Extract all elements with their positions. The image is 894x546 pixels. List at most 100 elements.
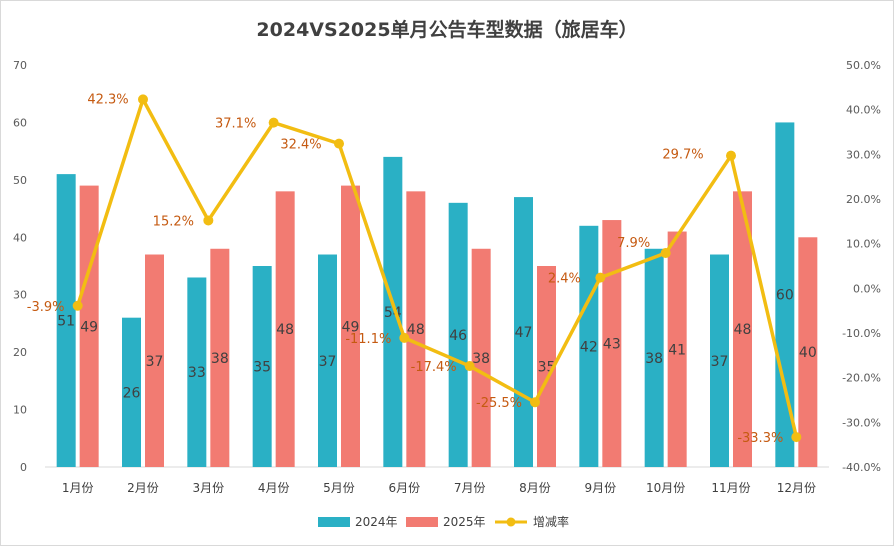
bar-2024-value-label: 33: [188, 365, 206, 381]
x-tick-label: 7月份: [454, 481, 486, 495]
x-tick-label: 3月份: [193, 481, 225, 495]
right-tick-label: -30.0%: [842, 416, 881, 429]
legend-swatch-2024: [318, 517, 350, 527]
bar-2025-value-label: 41: [668, 342, 686, 358]
bar-2025-value-label: 38: [211, 351, 229, 367]
rate-value-label: -17.4%: [411, 360, 457, 375]
bar-2024: [252, 266, 272, 467]
bar-2025-value-label: 40: [799, 345, 817, 361]
bar-2025-value-label: 38: [472, 351, 490, 367]
x-tick-label: 6月份: [389, 481, 421, 495]
left-tick-label: 60: [13, 116, 27, 129]
x-axis: 1月份 2月份 3月份 4月份 5月份 6月份 7月份 8月份 9月份 10月份 11月份 12月份: [45, 466, 829, 495]
rate-value-label: -3.9%: [27, 300, 65, 315]
right-tick-label: 50.0%: [846, 59, 881, 72]
bar-2024: [775, 122, 795, 467]
rate-value-label: 42.3%: [87, 92, 128, 107]
bar-2025-value-label: 37: [146, 354, 164, 370]
bar-2025: [210, 248, 230, 467]
x-tick-label: 12月份: [777, 481, 816, 495]
rate-point: [660, 248, 671, 259]
rate-value-label: -11.1%: [345, 332, 391, 347]
right-tick-label: 30.0%: [846, 148, 881, 161]
bar-2025-value-label: 43: [603, 337, 621, 353]
legend-label-rate: 增减率: [533, 514, 569, 529]
bar-2024-value-label: 37: [711, 354, 729, 370]
rate-value-label: 32.4%: [280, 138, 321, 153]
right-axis: -40.0% -30.0% -20.0% -10.0% 0.0% 10.0% 20.0% 30…: [842, 59, 881, 474]
rate-point: [334, 138, 344, 149]
rate-value-label: -33.3%: [737, 431, 783, 446]
bar-2024-value-label: 38: [645, 351, 663, 367]
bar-2024-value-label: 60: [776, 288, 794, 304]
left-tick-label: 10: [13, 404, 27, 417]
rate-line-layer: [72, 94, 802, 443]
rate-value-label: 15.2%: [153, 214, 194, 229]
bar-2024-value-label: 42: [580, 339, 598, 355]
rate-value-label: 7.9%: [617, 236, 650, 251]
bar-2024: [56, 174, 76, 467]
left-tick-label: 50: [13, 174, 27, 187]
bar-2024: [383, 156, 403, 467]
rate-point: [464, 361, 475, 372]
bar-2024: [187, 277, 207, 467]
rate-value-label: 29.7%: [662, 148, 703, 163]
bar-2024-value-label: 46: [449, 328, 467, 344]
bar-2025: [602, 220, 622, 467]
bar-2024: [579, 225, 599, 467]
legend-label-2024: 2024年: [355, 515, 398, 529]
x-tick-label: 10月份: [646, 481, 685, 495]
bar-2024-value-label: 51: [57, 314, 75, 330]
right-tick-label: -40.0%: [842, 461, 881, 474]
bar-2025: [145, 254, 164, 467]
x-tick-label: 4月份: [258, 481, 290, 495]
legend-swatch-rate-marker: [506, 517, 516, 527]
rate-point: [203, 215, 214, 226]
bars-layer: [56, 122, 818, 468]
bar-2025-value-label: 49: [342, 319, 360, 335]
x-tick-label: 9月份: [585, 481, 617, 495]
bar-2025: [275, 191, 295, 468]
right-tick-label: 40.0%: [846, 104, 881, 117]
rate-point: [399, 332, 410, 343]
left-axis: 0 10 20 30 40 50 60 70: [13, 59, 27, 474]
rate-value-label: 2.4%: [548, 272, 581, 287]
bar-2025-value-label: 48: [407, 322, 425, 338]
legend-swatch-2025: [406, 517, 438, 527]
legend-label-2025: 2025年: [443, 515, 486, 529]
left-tick-label: 0: [20, 461, 27, 474]
x-tick-label: 8月份: [519, 481, 551, 495]
rate-value-label: 37.1%: [215, 117, 256, 132]
rate-point: [726, 150, 736, 161]
left-tick-label: 20: [13, 346, 27, 359]
chart-title: 2024VS2025单月公告车型数据（旅居车）: [256, 18, 637, 41]
right-tick-label: 20.0%: [846, 193, 881, 206]
rate-value-label: -25.5%: [476, 396, 522, 411]
bar-2024-value-label: 47: [515, 325, 533, 341]
rate-point: [72, 300, 83, 311]
bar-2025: [341, 185, 360, 467]
bar-2024-value-label: 35: [253, 360, 271, 376]
bar-2025: [471, 248, 491, 467]
bar-2025: [733, 191, 752, 468]
left-tick-label: 40: [13, 231, 27, 244]
bar-2025: [537, 266, 556, 467]
bar-2025: [406, 191, 426, 468]
bar-2025-value-label: 48: [734, 322, 752, 338]
right-tick-label: -20.0%: [842, 372, 881, 385]
rate-point: [791, 432, 802, 443]
bar-2024-value-label: 26: [123, 385, 141, 401]
rate-point: [530, 397, 540, 408]
rate-point: [138, 94, 148, 105]
rate-point: [268, 117, 279, 128]
bar-2025-value-label: 49: [80, 319, 98, 335]
x-tick-label: 11月份: [711, 481, 750, 495]
bar-2025: [798, 237, 818, 467]
rate-labels-layer: -3.9% 42.3% 15.2% 37.1% 32.4% -11.1% -17.4% -25…: [27, 92, 784, 446]
right-tick-label: 10.0%: [846, 238, 881, 251]
bar-2025-value-label: 48: [276, 322, 294, 338]
bar-2024: [644, 248, 664, 467]
bar-2024-value-label: 37: [319, 354, 337, 370]
